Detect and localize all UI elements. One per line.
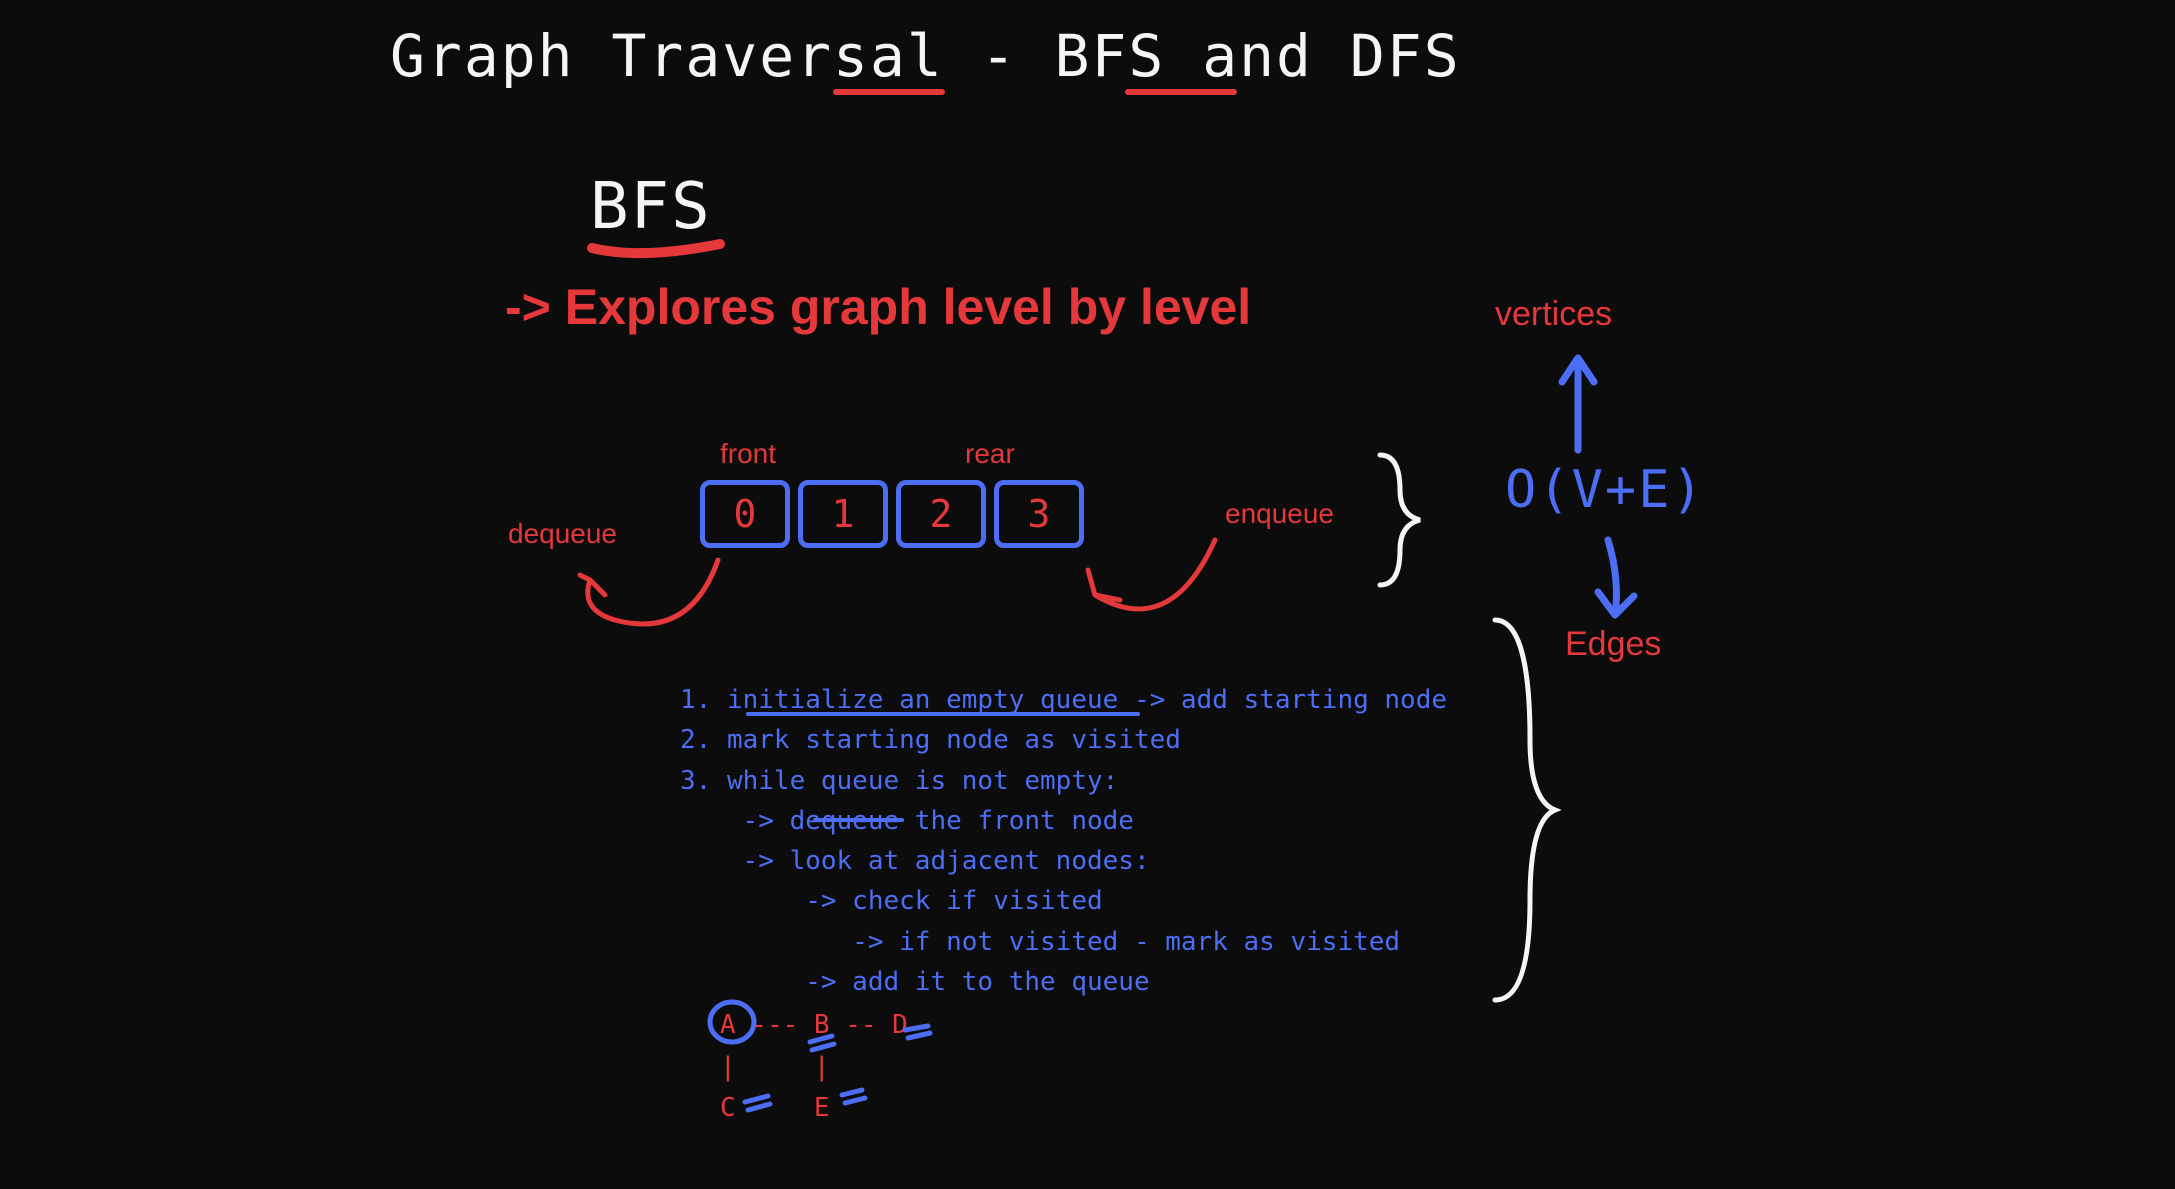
queue-front-label: front bbox=[720, 438, 776, 470]
graph-example: A --- B -- D | | C E bbox=[720, 1005, 908, 1130]
complexity-expression: O(V+E) bbox=[1505, 460, 1705, 520]
page-title: Graph Traversal - BFS and DFS bbox=[390, 22, 1461, 90]
queue-rear-label: rear bbox=[965, 438, 1015, 470]
queue-cell-2: 2 bbox=[896, 480, 986, 548]
edges-label: Edges bbox=[1565, 625, 1661, 664]
diagram-stage: Graph Traversal - BFS and DFS BFS -> Exp… bbox=[0, 0, 2175, 1189]
algorithm-steps: 1. initialize an empty queue -> add star… bbox=[680, 680, 1447, 1002]
queue-cell-0: 0 bbox=[700, 480, 790, 548]
queue-cell-1: 1 bbox=[798, 480, 888, 548]
bfs-heading: BFS bbox=[590, 170, 712, 244]
enqueue-label: enqueue bbox=[1225, 498, 1334, 530]
annotation-overlay bbox=[0, 0, 2175, 1189]
bfs-description: -> Explores graph level by level bbox=[505, 278, 1251, 336]
vertices-label: vertices bbox=[1495, 295, 1612, 334]
queue-cell-3: 3 bbox=[994, 480, 1084, 548]
dequeue-label: dequeue bbox=[508, 518, 617, 550]
queue-cells: 0 1 2 3 bbox=[700, 480, 1084, 548]
